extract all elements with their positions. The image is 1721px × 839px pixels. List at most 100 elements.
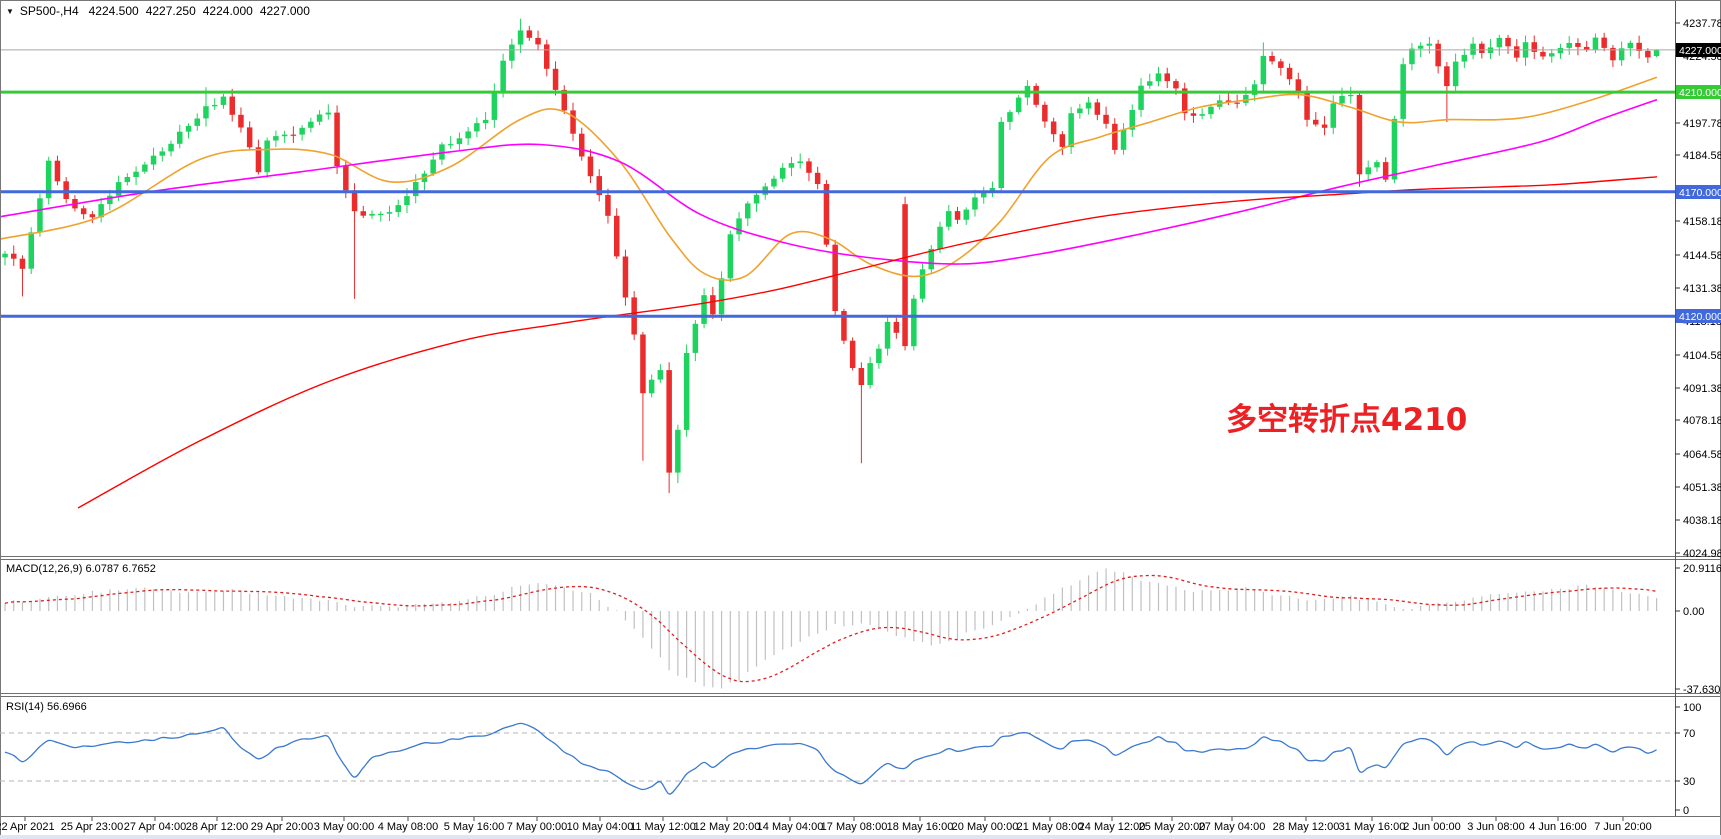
candle-up	[325, 104, 332, 120]
macd-axis-label: 0.00	[1683, 606, 1704, 618]
candle-up	[1409, 43, 1415, 71]
candle-down	[1435, 39, 1441, 74]
time-axis-label[interactable]: 18 May 16:00	[887, 821, 954, 833]
candle-up	[937, 221, 943, 254]
candle-up	[482, 112, 489, 130]
time-axis-label[interactable]: 2 Jun 00:00	[1403, 821, 1461, 833]
candle-up	[1199, 108, 1205, 120]
ma-fast-orange	[0, 76, 1658, 282]
candle-down	[290, 126, 297, 143]
candle-up	[919, 263, 926, 303]
price-axis-label: 4131.380	[1683, 283, 1721, 295]
time-axis-label[interactable]: 12 May 20:00	[694, 821, 761, 833]
candle-up	[1015, 95, 1022, 115]
time-axis-label[interactable]: 22 Apr 2021	[0, 821, 55, 833]
candle-down	[596, 169, 602, 202]
candle-up	[316, 110, 323, 126]
candle-down	[1164, 67, 1170, 89]
time-axis-label[interactable]: 11 May 12:00	[630, 821, 696, 833]
price-tag-4170.000: 4170.000	[1676, 185, 1721, 199]
rsi-line	[4, 722, 1657, 795]
macd-indicator-label: MACD(12,26,9) 6.0787 6.7652	[6, 563, 156, 575]
time-axis-label[interactable]: 28 May 12:00	[1273, 821, 1340, 833]
candle-up	[946, 204, 952, 231]
time-axis-label[interactable]: 28 Apr 12:00	[186, 821, 248, 833]
candle-up	[133, 166, 139, 185]
svg-text:4210.000: 4210.000	[1679, 87, 1721, 99]
candle-up	[1348, 86, 1354, 104]
candle-up	[45, 156, 52, 205]
candle-down	[1286, 63, 1293, 85]
rsi-axis-label: 100	[1683, 702, 1701, 714]
time-axis-label[interactable]: 24 May 12:00	[1079, 821, 1146, 833]
symbol-dropdown-icon[interactable]: ▼	[6, 7, 14, 16]
candle-down	[1575, 38, 1581, 56]
macd-histogram	[4, 568, 1658, 689]
candle-up	[780, 163, 786, 183]
candle-up	[299, 125, 305, 141]
svg-text:4170.000: 4170.000	[1679, 187, 1721, 199]
time-axis-label[interactable]: 3 Jun 08:00	[1467, 821, 1525, 833]
time-axis-label[interactable]: 7 May 00:00	[507, 821, 568, 833]
candle-down	[1269, 51, 1275, 65]
candle-down	[334, 105, 340, 175]
candle-up	[386, 205, 393, 222]
time-axis-label[interactable]: 10 May 04:00	[567, 821, 634, 833]
time-axis-label[interactable]: 7 Jun 20:00	[1594, 821, 1652, 833]
time-axis-label[interactable]: 27 Apr 04:00	[124, 821, 186, 833]
candle-up	[1557, 43, 1564, 59]
time-axis-label[interactable]: 5 May 16:00	[444, 821, 505, 833]
time-axis-label[interactable]: 21 May 08:00	[1017, 821, 1084, 833]
candle-down	[1356, 92, 1363, 187]
candle-down	[579, 127, 585, 161]
candle-up	[1452, 53, 1459, 91]
candle-up	[264, 137, 270, 178]
candle-down	[710, 286, 716, 319]
price-axis-label: 4237.780	[1683, 18, 1721, 30]
time-axis-label[interactable]: 4 Jun 16:00	[1529, 821, 1587, 833]
macd-axis-label: -37.6302	[1683, 684, 1721, 696]
candle-down	[89, 210, 96, 224]
candle-up	[395, 199, 401, 218]
candle-down	[666, 362, 672, 494]
time-axis-label[interactable]: 25 Apr 23:00	[61, 821, 123, 833]
symbol-period-label: SP500-,H4	[19, 4, 79, 18]
candle-up	[657, 364, 664, 383]
candle-up	[177, 124, 183, 149]
candle-down	[535, 30, 541, 51]
ma-slow-red	[77, 176, 1658, 509]
time-axis-label[interactable]: 25 May 20:00	[1139, 821, 1206, 833]
candle-up	[37, 193, 43, 237]
time-axis-label[interactable]: 31 May 16:00	[1339, 821, 1406, 833]
candle-up	[963, 207, 969, 225]
candle-up	[1077, 103, 1083, 119]
time-axis-label[interactable]: 29 Apr 20:00	[251, 821, 313, 833]
candle-up	[1461, 48, 1468, 69]
candle-down	[1382, 157, 1389, 183]
time-axis-label[interactable]: 3 May 00:00	[314, 821, 375, 833]
candle-up	[203, 87, 209, 127]
candle-down	[570, 102, 576, 141]
candle-up	[517, 18, 524, 53]
price-axis-label: 4144.580	[1683, 250, 1721, 262]
candle-down	[1182, 82, 1188, 121]
time-axis-label[interactable]: 20 May 00:00	[952, 821, 1019, 833]
candle-up	[281, 130, 288, 143]
candle-up	[1522, 35, 1529, 66]
time-axis-label[interactable]: 17 May 08:00	[821, 821, 888, 833]
ma-mid-magenta	[0, 98, 1658, 265]
annotation-text: 多空转折点4210	[1226, 402, 1468, 438]
candle-up	[124, 173, 131, 186]
candle-up	[185, 123, 192, 139]
candle-up	[876, 344, 882, 369]
time-axis-label[interactable]: 27 May 04:00	[1199, 821, 1266, 833]
candle-up	[369, 210, 375, 219]
candle-up	[797, 153, 803, 169]
candle-down	[1190, 107, 1197, 123]
candle-up	[989, 181, 996, 197]
time-axis-label[interactable]: 4 May 08:00	[378, 821, 439, 833]
candle-up	[1120, 123, 1127, 155]
svg-text:4120.000: 4120.000	[1679, 311, 1721, 323]
time-axis-label[interactable]: 14 May 04:00	[757, 821, 824, 833]
